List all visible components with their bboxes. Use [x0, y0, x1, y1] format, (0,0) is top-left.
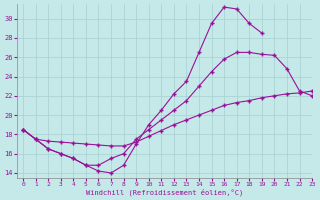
X-axis label: Windchill (Refroidissement éolien,°C): Windchill (Refroidissement éolien,°C)	[86, 188, 243, 196]
